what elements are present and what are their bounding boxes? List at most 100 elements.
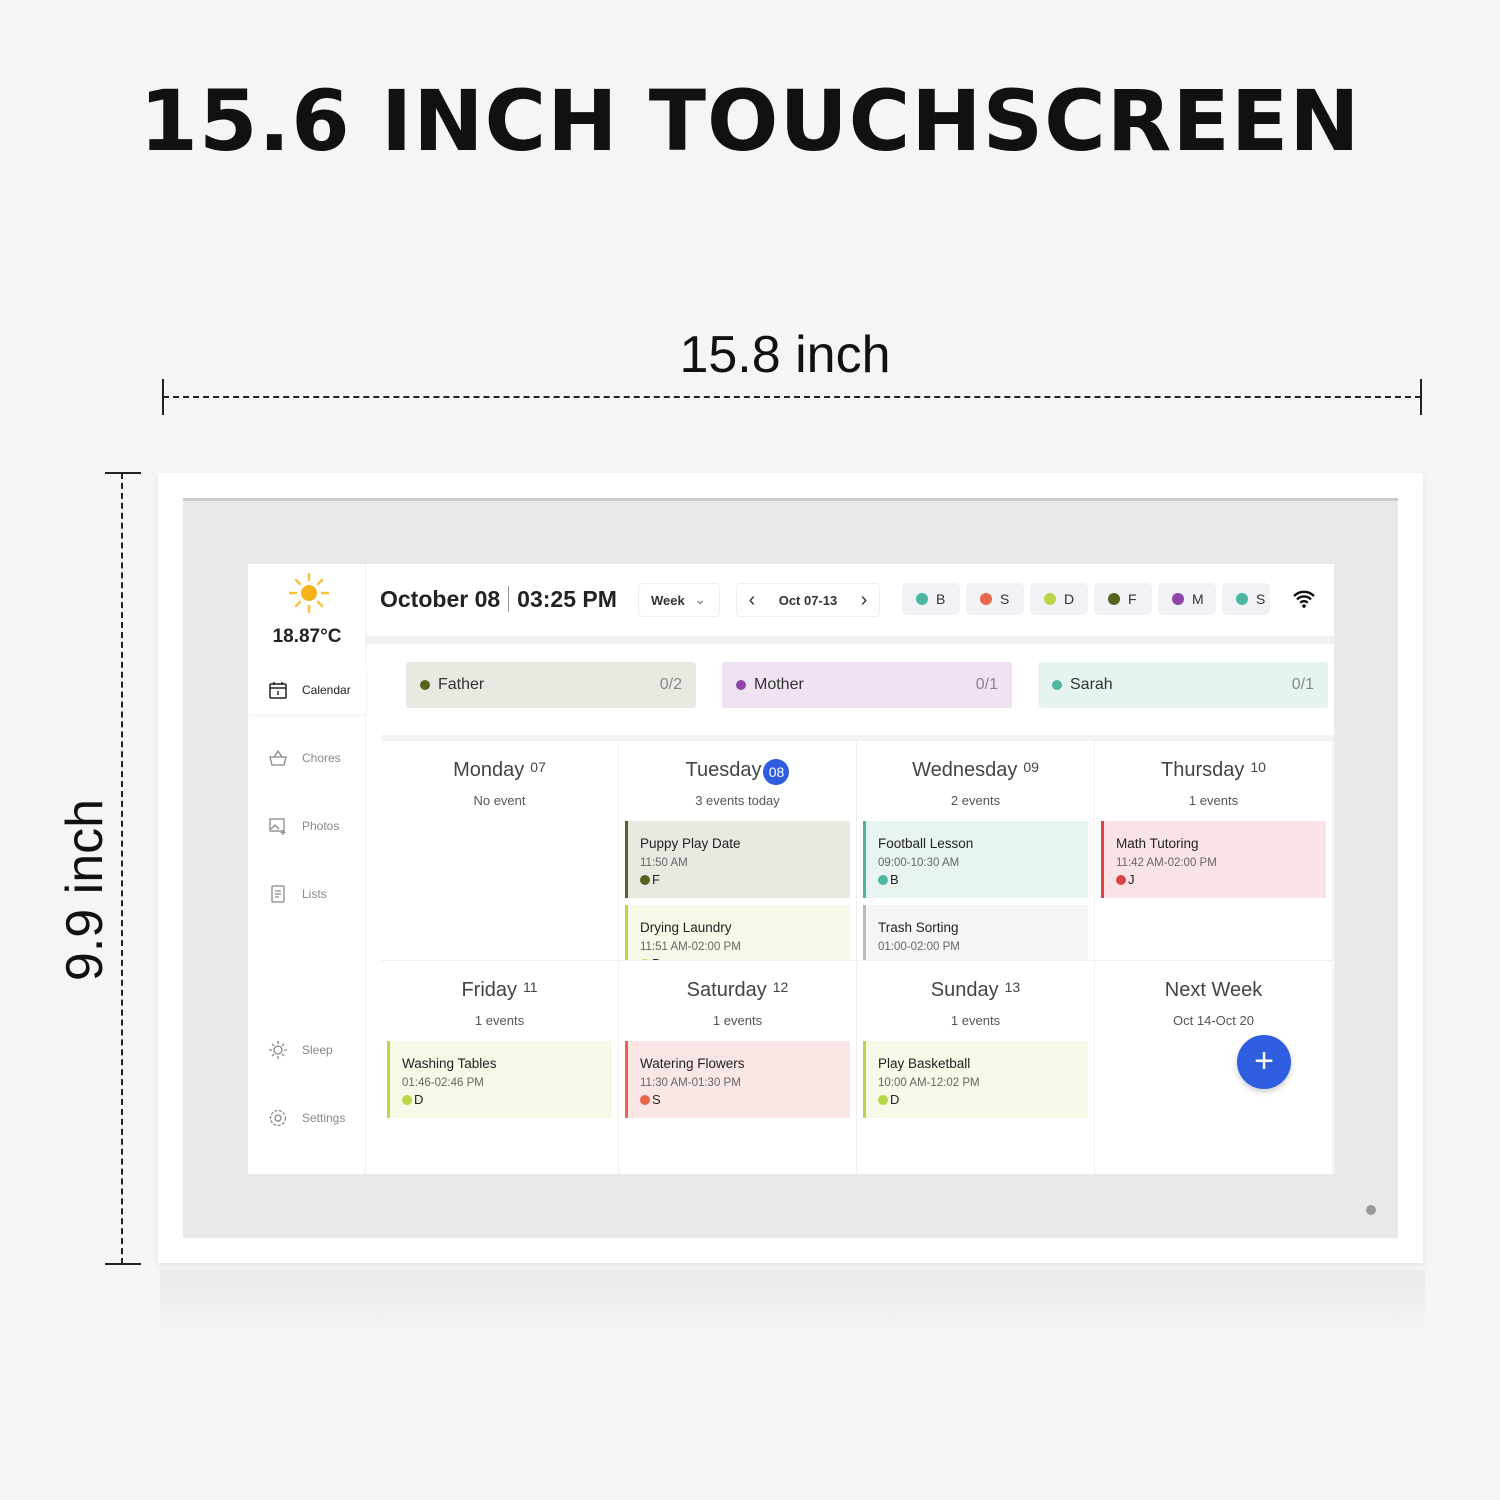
member-initial: F <box>652 872 660 887</box>
event-time: 11:51 AM-02:00 PM <box>640 941 741 953</box>
dimension-tick <box>1420 379 1422 415</box>
event-card[interactable]: Watering Flowers 11:30 AM-01:30 PM S <box>625 1041 850 1118</box>
week-range: Oct 07-13 <box>778 592 838 608</box>
day-cell-saturday[interactable]: Saturday 12 1 events Watering Flowers 11:30 … <box>619 961 857 1174</box>
event-count: 3 events today <box>695 793 780 808</box>
event-time: 01:46-02:46 PM <box>402 1077 484 1089</box>
event-count: Oct 14-Oct 20 <box>1173 1013 1254 1028</box>
event-title: Trash Sorting <box>878 920 959 935</box>
member-color-dot <box>1172 593 1184 605</box>
day-number: 10 <box>1250 759 1266 775</box>
event-count: 1 events <box>950 1013 1001 1028</box>
event-title: Watering Flowers <box>640 1056 745 1071</box>
event-time: 11:50 AM <box>640 857 688 869</box>
day-cell-wednesday[interactable]: Wednesday 09 2 events Football Lesson 09:00-… <box>857 741 1095 961</box>
dimension-tick <box>105 1263 141 1265</box>
event-card[interactable]: Puppy Play Date 11:50 AM F <box>625 821 850 898</box>
member-color-dot <box>1044 593 1056 605</box>
member-color-dot <box>1108 593 1120 605</box>
member-initial: J <box>1128 872 1135 887</box>
today-badge: 08 <box>763 759 790 785</box>
event-member: D <box>402 1092 600 1107</box>
member-filter-d[interactable]: D <box>1030 583 1088 615</box>
day-name: Friday <box>461 979 518 1001</box>
event-count: 1 events <box>712 1013 763 1028</box>
day-name: Wednesday <box>912 759 1018 781</box>
chore-count: 0/2 <box>659 676 682 693</box>
chore-card-mother[interactable]: Mother 0/1 <box>722 662 1012 708</box>
add-event-button[interactable]: + <box>1237 1035 1291 1089</box>
member-initial: D <box>414 1092 424 1107</box>
event-card[interactable]: Washing Tables 01:46-02:46 PM D <box>387 1041 612 1118</box>
current-time: 03:25 PM <box>517 586 617 612</box>
member-color-dot <box>420 680 430 690</box>
sidebar-item-sleep[interactable]: Sleep <box>248 1026 366 1074</box>
day-cell-thursday[interactable]: Thursday 10 1 events Math Tutoring 11:42 AM-… <box>1095 741 1333 961</box>
sidebar-item-lists[interactable]: Lists <box>248 870 366 918</box>
width-label: 15.8 inch <box>679 326 891 384</box>
chore-card-sarah[interactable]: Sarah 0/1 <box>1038 662 1328 708</box>
member-color-dot <box>640 874 650 885</box>
event-count: 2 events <box>950 793 1001 808</box>
member-filter-s[interactable]: S <box>1222 583 1270 615</box>
member-initial: S <box>1256 591 1266 607</box>
event-member: F <box>640 872 838 887</box>
member-filter-s[interactable]: S <box>966 583 1024 615</box>
event-card[interactable]: Math Tutoring 11:42 AM-02:00 PM J <box>1101 821 1326 898</box>
width-dimension-line <box>163 396 1421 398</box>
member-color-dot <box>916 593 928 605</box>
member-initial: D <box>652 956 661 960</box>
view-select-value: Week <box>651 592 685 608</box>
chore-card-father[interactable]: Father 0/2 <box>406 662 696 708</box>
sidebar-item-label: Calendar <box>302 683 351 697</box>
day-cell-monday[interactable]: Monday 07 No event <box>381 741 619 961</box>
sidebar-item-photos[interactable]: Photos <box>248 802 366 850</box>
event-card[interactable]: Trash Sorting 01:00-02:00 PM <box>863 905 1088 960</box>
sidebar-item-chores[interactable]: Chores <box>248 734 366 782</box>
sidebar-item-label: Photos <box>302 819 340 833</box>
event-count: 1 events <box>1188 793 1239 808</box>
member-filter-f[interactable]: F <box>1094 583 1152 615</box>
day-header: Thursday 10 <box>1095 759 1332 782</box>
event-card[interactable]: Play Basketball 10:00 AM-12:02 PM D <box>863 1041 1088 1118</box>
day-name: Tuesday <box>685 759 762 781</box>
view-select[interactable]: Week ⌄ <box>638 583 720 617</box>
day-header: Monday 07 <box>381 759 618 782</box>
headline: 15.6 INCH TOUCHSCREEN <box>139 72 1361 170</box>
chevron-right-icon[interactable]: › <box>860 588 868 611</box>
day-cell-sunday[interactable]: Sunday 13 1 events Play Basketball 10:00 AM-… <box>857 961 1095 1174</box>
member-color-dot <box>640 958 650 960</box>
day-cell-friday[interactable]: Friday 11 1 events Washing Tables 01:46-02:4… <box>381 961 619 1174</box>
sidebar-item-calendar[interactable]: Calendar <box>248 666 366 714</box>
member-initial: D <box>890 1092 900 1107</box>
event-time: 10:00 AM-12:02 PM <box>878 1077 980 1089</box>
current-datetime: October 08 03:25 PM <box>380 586 617 613</box>
height-label: 9.9 inch <box>56 798 114 982</box>
dimension-tick <box>162 379 164 415</box>
event-time: 09:00-10:30 AM <box>878 857 960 869</box>
chevron-down-icon: ⌄ <box>694 592 706 607</box>
day-cell-next-week[interactable]: Next Week Oct 14-Oct 20 + <box>1095 961 1333 1174</box>
sidebar-item-label: Sleep <box>302 1043 333 1057</box>
member-name: Father <box>438 676 485 693</box>
chore-count: 0/1 <box>975 676 998 693</box>
wifi-icon[interactable] <box>1292 590 1316 608</box>
sensor <box>1366 1205 1376 1215</box>
event-card[interactable]: Football Lesson 09:00-10:30 AM B <box>863 821 1088 898</box>
member-color-dot <box>1236 593 1248 605</box>
chore-count: 0/1 <box>1291 676 1314 693</box>
event-member: J <box>1116 872 1314 887</box>
member-filter-b[interactable]: B <box>902 583 960 615</box>
sidebar-item-settings[interactable]: Settings <box>248 1094 366 1142</box>
chevron-left-icon[interactable]: ‹ <box>748 588 756 611</box>
event-time: 11:30 AM-01:30 PM <box>640 1077 741 1089</box>
member-filter-m[interactable]: M <box>1158 583 1216 615</box>
event-member: S <box>640 1092 838 1107</box>
dimension-tick <box>105 472 141 474</box>
temperature: 18.87°C <box>272 626 342 647</box>
day-number: 09 <box>1023 759 1039 775</box>
day-cell-tuesday[interactable]: Tuesday 08 3 events today Puppy Play Date 11… <box>619 741 857 961</box>
event-time: 11:42 AM-02:00 PM <box>1116 857 1217 869</box>
event-card[interactable]: Drying Laundry 11:51 AM-02:00 PM D <box>625 905 850 960</box>
member-initial: S <box>652 1092 661 1107</box>
